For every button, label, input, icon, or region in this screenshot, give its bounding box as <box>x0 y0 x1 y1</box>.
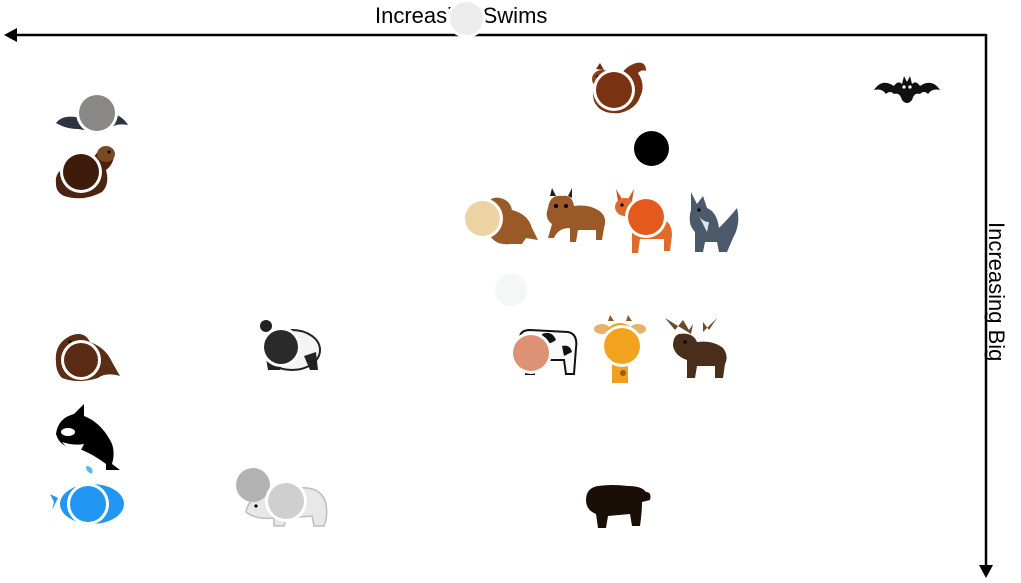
dolphin-dot <box>79 95 115 131</box>
otter-dot <box>63 154 99 190</box>
beige-dot <box>465 201 500 236</box>
walrus-dot <box>64 343 98 377</box>
squirrel-dot <box>596 72 632 108</box>
bear-icon <box>586 485 651 528</box>
blue-whale-dot <box>70 486 106 522</box>
black-dot <box>634 131 669 166</box>
polar-bear-dot-1 <box>236 468 270 502</box>
panda-dot <box>264 330 298 364</box>
polar-bear-dot-2 <box>268 483 304 519</box>
giraffe-dot <box>604 328 640 364</box>
bat-shape <box>874 76 940 103</box>
cow-dot <box>513 335 549 371</box>
pale-dot <box>495 274 527 306</box>
axis-label-dot <box>450 2 483 35</box>
killer-whale-icon <box>56 404 120 470</box>
bat-icon <box>874 76 940 103</box>
wolf-icon <box>689 192 739 252</box>
deer-dot <box>628 199 664 235</box>
lynx-icon <box>546 188 606 242</box>
y-axis-label: Increasing Big <box>984 222 1009 362</box>
y-axis-arrowhead <box>979 565 993 578</box>
x-axis-arrowhead <box>4 28 17 42</box>
moose-icon <box>665 318 727 378</box>
